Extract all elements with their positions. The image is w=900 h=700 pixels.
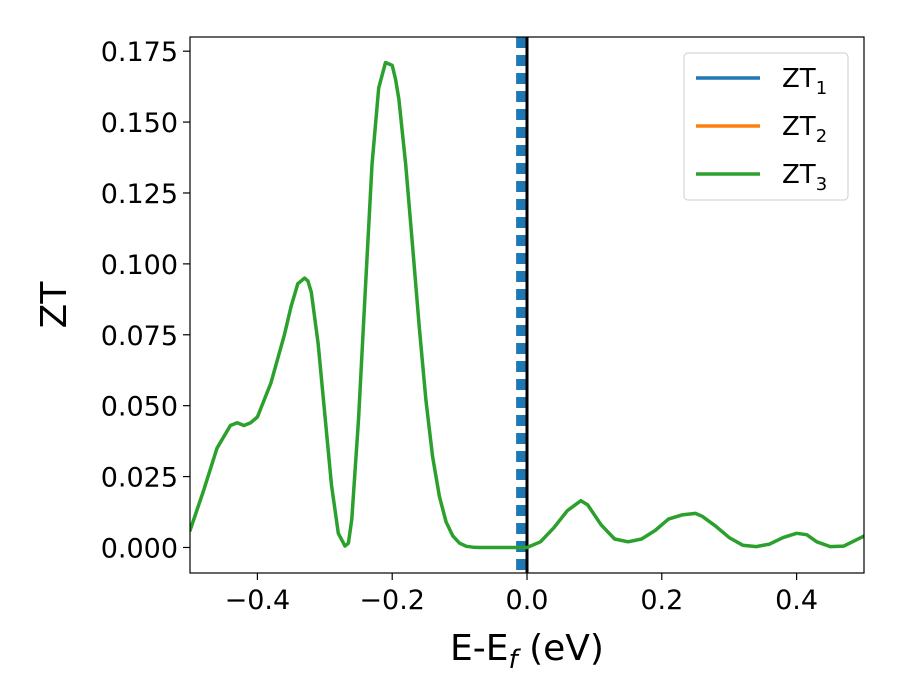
series-line-zt3 — [190, 60, 864, 550]
y-tick-label: 0.025 — [101, 463, 178, 494]
x-axis-title: E-Ef (eV) — [450, 628, 604, 675]
x-tick-label: 0.0 — [506, 585, 549, 616]
x-tick-label: −0.4 — [225, 585, 291, 616]
y-tick-label: 0.050 — [101, 392, 178, 423]
x-axis-title-tail: (eV) — [518, 628, 604, 669]
x-tick-label: 0.2 — [640, 585, 683, 616]
x-tick-label: 0.4 — [775, 585, 818, 616]
y-axis: 0.000 0.025 0.050 0.075 0.100 0.125 0.150 0.175 — [101, 37, 190, 564]
legend-box — [683, 52, 849, 201]
x-axis-title-main: E-E — [450, 628, 508, 669]
series-layer — [190, 60, 864, 550]
y-tick-label: 0.100 — [101, 250, 178, 281]
reference-lines — [516, 37, 529, 573]
y-tick-label: 0.000 — [101, 533, 178, 564]
y-tick-label: 0.175 — [101, 37, 178, 68]
y-tick-label: 0.075 — [101, 321, 178, 352]
x-tick-label: −0.2 — [359, 585, 425, 616]
legend-label-zt3: ZT3 — [782, 160, 827, 195]
y-tick-label: 0.150 — [101, 108, 178, 139]
legend-label-zt2: ZT2 — [782, 112, 827, 147]
y-axis-title: ZT — [34, 281, 75, 329]
x-axis: −0.4 −0.2 0.0 0.2 0.4 — [225, 573, 818, 616]
y-tick-label: 0.125 — [101, 179, 178, 210]
legend-label-zt1: ZT1 — [782, 64, 827, 99]
legend: ZT1 ZT2 ZT3 — [683, 52, 849, 201]
